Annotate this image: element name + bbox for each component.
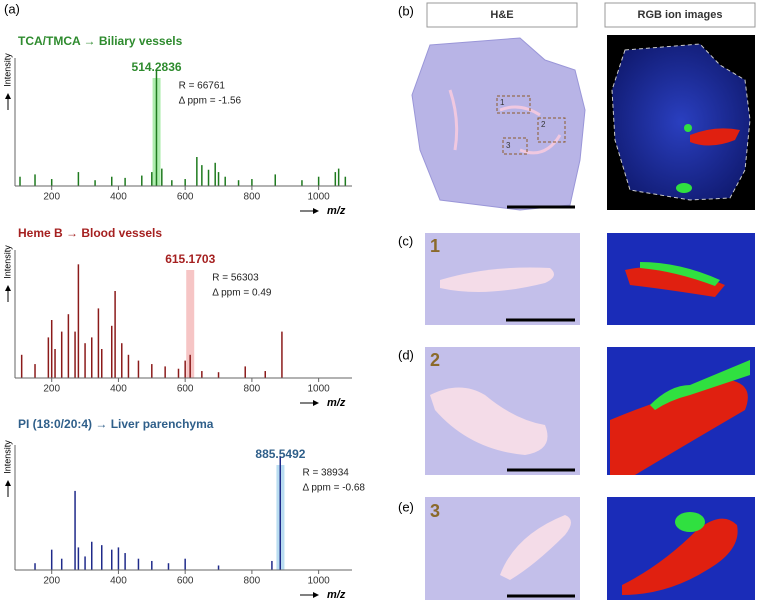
tissue-image [411,37,586,211]
header-box [604,2,756,28]
green-signal [640,262,720,286]
annotation: R = 38934 [302,468,349,479]
region-number: 2 [430,350,440,370]
x-tick-label: 200 [43,576,60,587]
vessel [440,267,554,292]
panel-label: (b) [398,3,414,18]
vessel [448,89,562,155]
x-axis-label: m/z [327,589,346,601]
annotation: Δ ppm = -0.68 [302,483,365,494]
x-tick-label: 400 [110,576,127,587]
annotation: R = 56303 [212,273,259,284]
x-tick-label: 1000 [308,576,331,587]
x-tick-label: 600 [177,192,194,203]
spectrum-title: TCA/TMCA → Biliary vessels [18,34,183,48]
peak-highlight [186,270,195,378]
x-tick-label: 800 [244,384,261,395]
x-axis-label: m/z [327,397,346,409]
spectrum-title: Heme B → Blood vessels [18,226,162,240]
x-tick-label: 200 [43,384,60,395]
y-axis-label: Intensity [2,245,12,279]
annotation: R = 66761 [179,81,226,92]
red-signal [622,518,738,595]
roi-box [496,95,531,114]
roi-label: 3 [506,141,511,150]
header-box [426,2,578,28]
x-tick-label: 400 [110,192,127,203]
green-signal [650,360,750,410]
x-tick-label: 600 [177,576,194,587]
green-signal [675,512,705,532]
x-tick-label: 800 [244,192,261,203]
tissue-outline [611,43,751,201]
x-tick-label: 200 [43,192,60,203]
peak-label: 615.1703 [165,252,215,266]
x-tick-label: 1000 [308,384,331,395]
roi-label: 1 [500,98,505,107]
spectrum-title: PI (18:0/20:4) → Liver parenchyma [18,417,214,431]
y-axis-label: Intensity [2,440,12,474]
annotation: Δ ppm = 0.49 [212,288,272,299]
peak-label: 514.2836 [132,60,182,74]
header: H&E [490,9,513,21]
green-signal [676,183,692,193]
vessel [430,387,548,455]
region-number: 1 [430,236,440,256]
vessel [500,515,571,580]
panel-label: (e) [398,499,414,514]
green-signal [684,124,692,132]
x-axis-label: m/z [327,205,346,217]
x-tick-label: 800 [244,576,261,587]
red-signal [690,128,740,146]
peak-label: 885.5492 [255,447,305,461]
roi-box [502,137,528,155]
panel-label: (c) [398,233,413,248]
x-tick-label: 1000 [308,192,331,203]
red-signal [625,267,725,297]
roi-box [537,117,566,143]
region-number: 3 [430,501,440,521]
panel-label: (d) [398,347,414,362]
x-tick-label: 400 [110,384,127,395]
roi-label: 2 [541,120,546,129]
annotation: Δ ppm = -1.56 [179,96,242,107]
header: RGB ion images [638,9,723,21]
panel-label: (a) [4,1,20,16]
x-tick-label: 600 [177,384,194,395]
tissue-image [425,497,580,600]
y-axis-label: Intensity [2,53,12,87]
red-signal [610,380,748,475]
